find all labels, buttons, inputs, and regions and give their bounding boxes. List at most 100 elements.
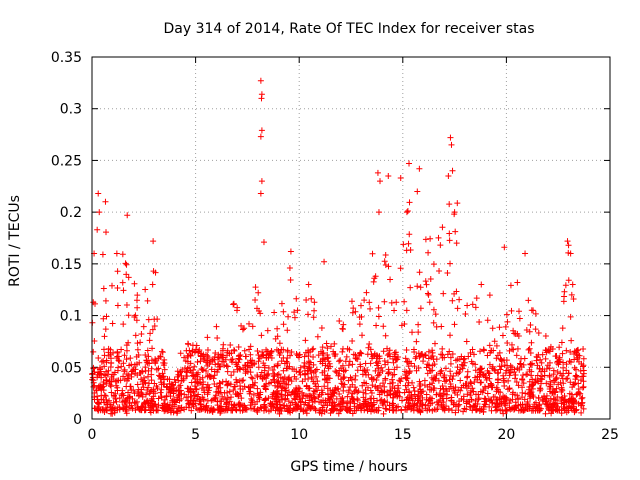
data-point	[279, 396, 286, 403]
data-point	[567, 349, 574, 356]
data-point	[431, 361, 438, 368]
data-point	[477, 348, 484, 355]
data-point	[164, 376, 171, 383]
data-point	[430, 319, 437, 326]
data-point	[429, 367, 436, 374]
x-tick-label: 25	[601, 427, 619, 443]
data-point	[297, 364, 304, 371]
data-point	[280, 346, 287, 353]
data-point	[508, 341, 515, 348]
data-point	[422, 236, 429, 243]
data-point	[423, 391, 430, 398]
data-point	[446, 230, 453, 237]
data-point	[252, 297, 259, 304]
data-point	[370, 278, 377, 285]
data-point	[257, 190, 264, 197]
data-point	[254, 390, 261, 397]
data-point	[144, 347, 151, 354]
data-point	[539, 396, 546, 403]
data-point	[270, 389, 277, 396]
data-point	[308, 368, 315, 375]
data-point	[426, 299, 433, 306]
data-point	[330, 348, 337, 355]
data-point	[573, 391, 580, 398]
data-point	[384, 352, 391, 359]
data-point	[422, 352, 429, 359]
data-point	[538, 359, 545, 366]
data-point	[403, 396, 410, 403]
y-tick-label: 0.15	[51, 257, 82, 273]
data-point	[379, 367, 386, 374]
data-point	[177, 350, 184, 357]
data-point	[157, 373, 164, 380]
data-point	[369, 382, 376, 389]
data-point	[239, 407, 246, 414]
data-point	[309, 346, 316, 353]
data-point	[214, 334, 221, 341]
data-point	[299, 378, 306, 385]
data-point	[315, 383, 322, 390]
data-point	[235, 355, 242, 362]
data-point	[312, 380, 319, 387]
data-point	[257, 404, 264, 411]
data-point	[228, 394, 235, 401]
data-point	[573, 347, 580, 354]
data-point	[463, 400, 470, 407]
data-point	[535, 394, 542, 401]
data-point	[330, 390, 337, 397]
data-point	[142, 351, 149, 358]
data-point	[98, 386, 105, 393]
data-point	[455, 407, 462, 414]
data-point	[542, 355, 549, 362]
data-point	[380, 410, 387, 417]
data-point	[257, 389, 264, 396]
data-point	[98, 358, 105, 365]
data-point	[121, 366, 128, 373]
data-point	[258, 178, 265, 185]
y-tick-label: 0.05	[51, 360, 82, 376]
data-point	[482, 385, 489, 392]
data-point	[219, 378, 226, 385]
data-point	[256, 394, 263, 401]
data-point	[341, 374, 348, 381]
data-point	[430, 376, 437, 383]
data-point	[112, 395, 119, 402]
data-point	[223, 362, 230, 369]
data-point	[551, 377, 558, 384]
data-point	[204, 334, 211, 341]
data-point	[167, 389, 174, 396]
data-point	[234, 366, 241, 373]
data-point	[528, 372, 535, 379]
data-point	[488, 382, 495, 389]
data-point	[243, 368, 250, 375]
data-point	[380, 380, 387, 387]
data-point	[460, 393, 467, 400]
data-point	[157, 389, 164, 396]
data-point	[403, 375, 410, 382]
data-point	[307, 392, 314, 399]
data-point	[204, 389, 211, 396]
data-point	[469, 301, 476, 308]
data-point	[537, 380, 544, 387]
data-point	[493, 342, 500, 349]
data-point	[108, 389, 115, 396]
data-point	[119, 390, 126, 397]
data-point	[519, 375, 526, 382]
data-point	[268, 354, 275, 361]
data-point	[258, 332, 265, 339]
data-point	[529, 360, 536, 367]
data-point	[134, 403, 141, 410]
data-point	[528, 307, 535, 314]
data-point	[135, 352, 142, 359]
data-point	[233, 379, 240, 386]
data-point	[438, 367, 445, 374]
data-point	[448, 141, 455, 148]
data-point	[514, 345, 521, 352]
data-point	[508, 364, 515, 371]
data-point	[101, 333, 108, 340]
data-point	[533, 357, 540, 364]
data-point	[321, 258, 328, 265]
data-point	[232, 406, 239, 413]
data-point	[118, 346, 125, 353]
data-point	[481, 347, 488, 354]
